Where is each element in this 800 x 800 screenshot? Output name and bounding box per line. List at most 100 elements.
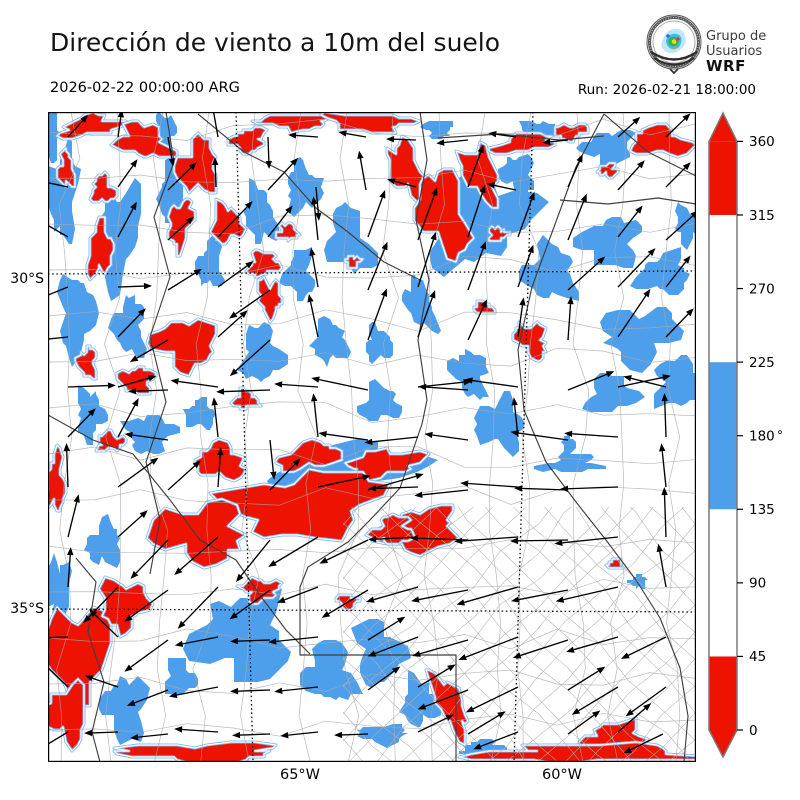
- wind-arrow: [462, 536, 519, 542]
- wind-arrow: [417, 667, 450, 688]
- wind-arrow: [480, 731, 519, 747]
- wind-arrow: [217, 206, 248, 238]
- map-layers: [48, 112, 696, 762]
- colorbar-segment-315-360: [709, 141, 737, 215]
- province-boundary: [145, 112, 175, 575]
- wind-arrow: [235, 589, 271, 616]
- wind-arrow: [367, 475, 417, 491]
- wind-arrow: [182, 636, 219, 645]
- wind-sector-patch-blue: [237, 322, 288, 382]
- run-time-label: Run: 2026-02-21 18:00:00: [577, 82, 756, 98]
- wind-arrow: [239, 733, 271, 736]
- colorbar-tick-135: 135: [749, 502, 775, 518]
- logo-rainbow-map: [661, 28, 686, 54]
- province-boundary: [517, 113, 689, 762]
- wind-arrow: [518, 589, 569, 601]
- wind-arrow: [217, 455, 221, 488]
- wind-arrow: [472, 379, 519, 388]
- wind-arrow: [136, 339, 169, 359]
- direction-colorbar: 0 45 90 135 180 225 270 315 360 °: [708, 111, 783, 759]
- wind-arrow: [617, 295, 647, 338]
- graticule-lat-35S: [48, 608, 696, 613]
- wind-arrow: [235, 339, 271, 372]
- wind-arrow: [617, 253, 651, 288]
- logo-line-3: WRF: [706, 57, 746, 75]
- wind-arrow: [117, 208, 134, 238]
- colorbar-tick-270: 270: [749, 281, 775, 297]
- wind-arrow: [567, 200, 585, 241]
- wind-sector-patch-blue: [309, 316, 351, 367]
- wind-arrow: [224, 389, 271, 393]
- wind-arrow: [48, 182, 69, 188]
- wind-arrow: [318, 378, 369, 391]
- wind-arrow: [617, 707, 646, 733]
- wind-arrow: [467, 152, 482, 188]
- wind-arrow: [419, 639, 469, 655]
- wind-arrow: [282, 686, 319, 692]
- province-boundary: [197, 113, 421, 281]
- wind-arrow: [237, 639, 271, 642]
- wind-arrow: [315, 186, 319, 213]
- wind-arrow: [138, 733, 169, 738]
- colorbar-segment-45-135: [709, 509, 737, 657]
- wind-arrow: [130, 639, 169, 668]
- wind-arrow: [376, 536, 419, 540]
- wind-arrow: [617, 376, 664, 388]
- wind-sector-patch-blue: [630, 247, 690, 295]
- wind-arrow: [276, 636, 319, 643]
- wind-arrow: [444, 139, 469, 144]
- wind-sector-patch-blue: [399, 670, 441, 727]
- wind-arrow: [664, 400, 667, 438]
- graticule-lon-65W: [235, 112, 254, 762]
- wind-arrow: [288, 731, 319, 736]
- wind-arrow: [67, 501, 78, 538]
- wind-arrow: [563, 586, 619, 601]
- wind-arrow: [117, 377, 149, 388]
- wind-arrow: [117, 313, 141, 338]
- wind-arrow: [67, 555, 71, 588]
- wind-arrow: [167, 136, 173, 159]
- wind-arrow: [432, 434, 469, 441]
- wind-arrow: [135, 389, 169, 392]
- wind-arrow: [282, 383, 319, 388]
- wind-arrow: [372, 436, 419, 443]
- wind-arrow: [134, 689, 169, 704]
- wind-arrow: [269, 463, 296, 491]
- wind-arrow: [417, 717, 448, 733]
- wind-arrows: [48, 112, 696, 754]
- logo-line-2: Usuarios: [706, 44, 763, 59]
- wind-sector-patch-blue: [243, 178, 279, 244]
- wind-sector-patch-blue: [534, 454, 606, 472]
- wind-arrow: [517, 252, 532, 288]
- wind-arrow: [296, 134, 319, 138]
- wind-arrow: [92, 677, 119, 688]
- wind-arrow: [117, 461, 153, 488]
- wind-arrow: [214, 164, 217, 188]
- logo-line-1: Grupo de: [706, 29, 767, 44]
- wind-arrow: [663, 495, 667, 538]
- wind-arrow: [661, 451, 667, 488]
- logo-text: Grupo de Usuarios WRF: [706, 29, 766, 74]
- wind-sector-patch-blue: [402, 274, 441, 334]
- wind-arrow: [573, 636, 619, 651]
- wind-arrow: [91, 731, 119, 734]
- wind-arrow: [467, 714, 500, 735]
- wind-arrow: [617, 165, 640, 191]
- wind-arrow: [376, 486, 419, 490]
- wind-arrow: [167, 272, 196, 291]
- wind-arrow: [617, 121, 635, 138]
- wind-sector-patch-blue: [351, 619, 411, 688]
- colorbar-top-arrow: [709, 113, 737, 142]
- wind-sector-patch-blue: [183, 397, 216, 430]
- wind-sector-patch-blue: [576, 130, 636, 169]
- wind-sector-patch-blue: [48, 112, 60, 163]
- wind-arrow: [284, 586, 319, 601]
- wind-arrow: [367, 248, 386, 291]
- wind-arrow: [567, 670, 599, 691]
- wind-arrow: [328, 589, 369, 615]
- wind-arrow: [417, 194, 436, 241]
- wind-arrow: [217, 265, 248, 288]
- wind-arrow: [117, 117, 122, 138]
- wind-arrow: [367, 620, 399, 641]
